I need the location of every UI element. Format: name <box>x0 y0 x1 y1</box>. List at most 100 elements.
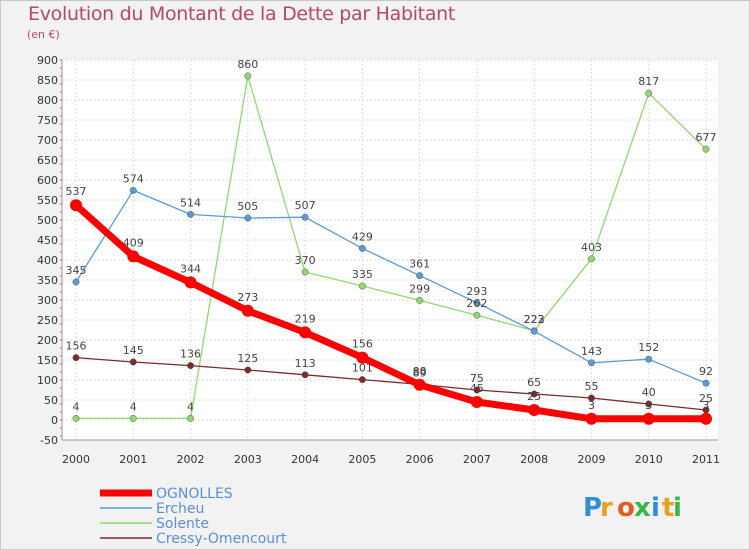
data-point <box>358 282 366 290</box>
data-label: 429 <box>352 230 373 243</box>
data-label: 92 <box>699 365 713 378</box>
data-label: 223 <box>524 313 545 326</box>
y-tick-label: 100 <box>37 374 58 387</box>
data-label: 3 <box>588 399 595 412</box>
data-point <box>473 311 481 319</box>
data-point <box>413 378 426 391</box>
y-tick-label: 200 <box>37 334 58 347</box>
x-tick-label: 2001 <box>119 453 147 466</box>
data-point <box>416 296 424 304</box>
legend-label-ognolles: OGNOLLES <box>156 486 233 502</box>
data-label: 75 <box>470 372 484 385</box>
data-label: 4 <box>73 400 80 413</box>
data-point <box>585 412 598 425</box>
data-label: 40 <box>642 386 656 399</box>
data-point <box>301 213 309 221</box>
x-tick-label: 2000 <box>62 453 90 466</box>
data-label: 409 <box>123 236 144 249</box>
legend-label-solente: Solente <box>156 516 209 532</box>
data-label: 113 <box>295 357 316 370</box>
data-point <box>187 362 194 370</box>
data-label: 537 <box>66 185 87 198</box>
data-point <box>301 371 309 379</box>
data-label: 3 <box>703 399 710 412</box>
data-point <box>358 376 366 384</box>
data-point <box>244 214 252 222</box>
data-point <box>129 414 137 422</box>
data-label: 55 <box>584 380 598 393</box>
chart-title: Evolution du Montant de la Dette par Hab… <box>28 3 456 25</box>
y-tick-label: 900 <box>37 54 58 67</box>
y-tick-label: 0 <box>51 414 58 427</box>
logo-letter: o <box>617 493 635 523</box>
data-point <box>72 278 80 286</box>
data-point <box>244 366 252 374</box>
logo-letter: i <box>673 493 682 523</box>
data-label: 143 <box>581 345 602 358</box>
data-label: 25 <box>527 390 541 403</box>
data-label: 293 <box>466 285 487 298</box>
data-label: 25 <box>699 392 713 405</box>
data-point <box>184 276 197 289</box>
data-point <box>702 145 710 153</box>
data-label: 88 <box>413 365 427 378</box>
grid <box>62 59 718 441</box>
series-line-ognolles <box>73 202 706 423</box>
logo-letter: t <box>662 493 674 523</box>
logo-letter: P <box>583 493 602 523</box>
y-tick-label: 350 <box>37 274 58 287</box>
x-tick-label: 2011 <box>692 453 720 466</box>
data-point <box>645 89 653 97</box>
data-label: 156 <box>352 338 373 351</box>
data-point <box>127 250 140 263</box>
x-tick-label: 2008 <box>520 453 548 466</box>
y-tick-label: 500 <box>37 214 58 227</box>
data-point <box>530 390 538 398</box>
data-point <box>645 355 653 363</box>
y-tick-label: 300 <box>37 294 58 307</box>
proxiti-logo: Pr o x i ti <box>583 493 682 523</box>
data-label: 345 <box>66 264 87 277</box>
data-point <box>528 404 541 416</box>
axes: -50 0 50 100 150 200 250 300 350 400 450 500 550 600 6… <box>37 54 720 466</box>
data-label: 4 <box>130 400 137 413</box>
data-point <box>356 351 369 364</box>
y-tick-label: -50 <box>40 434 58 447</box>
legend-label-cressy-omencourt: Cressy-Omencourt <box>156 531 287 547</box>
plot-area <box>62 60 718 440</box>
y-tick-label: 750 <box>37 114 58 127</box>
series-line-solente <box>76 75 707 420</box>
data-label: 89 <box>413 366 427 379</box>
logo-letter: r <box>600 493 613 523</box>
legend-label-ercheu: Ercheu <box>156 501 204 517</box>
data-point <box>702 379 710 387</box>
data-label: 262 <box>466 297 487 310</box>
data-label: 152 <box>638 341 659 354</box>
data-label: 817 <box>638 75 659 88</box>
data-label: 677 <box>696 131 717 144</box>
data-point <box>588 255 595 263</box>
data-point <box>470 396 483 408</box>
data-label: 156 <box>66 340 87 353</box>
y-tick-label: 250 <box>37 314 58 327</box>
y-tick-label: 800 <box>37 94 58 107</box>
data-point <box>301 268 309 276</box>
data-point <box>72 354 80 362</box>
data-label: 574 <box>123 172 144 185</box>
data-label: 65 <box>527 376 541 389</box>
data-label: 507 <box>295 199 316 212</box>
data-label: 403 <box>581 241 602 254</box>
x-tick-label: 2005 <box>348 453 376 466</box>
data-label: 514 <box>180 196 201 209</box>
logo-letter: i <box>651 493 660 523</box>
series-line-ercheu <box>75 189 707 384</box>
y-tick-label: 550 <box>37 194 58 207</box>
data-point <box>588 394 595 402</box>
data-point <box>416 272 424 280</box>
x-tick-label: 2010 <box>635 453 663 466</box>
data-label: 344 <box>180 262 201 275</box>
data-point <box>187 414 194 422</box>
